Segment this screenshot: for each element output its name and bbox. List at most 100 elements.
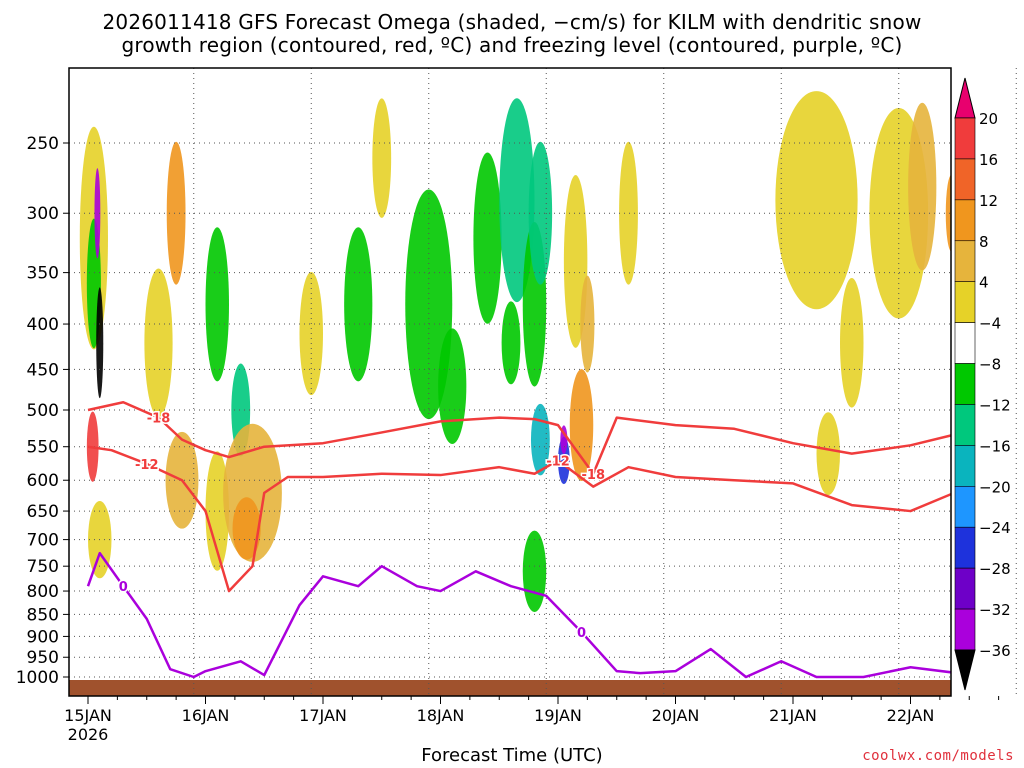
colorbar-bottom-arrow — [954, 649, 976, 691]
colorbar-label: 4 — [979, 274, 989, 292]
y-tick-label: 700 — [27, 531, 59, 551]
omega-region — [1003, 306, 1017, 380]
x-tick-label: 15JAN — [64, 706, 112, 725]
omega-region — [816, 412, 840, 496]
y-tick-label: 1000 — [16, 668, 59, 688]
omega-shading — [69, 73, 1017, 696]
contour-label: 0 — [577, 626, 586, 641]
omega-region — [908, 102, 937, 271]
omega-region — [969, 73, 1016, 299]
colorbar-swatch — [954, 240, 976, 282]
omega-region — [205, 451, 229, 571]
colorbar-label: 16 — [979, 151, 998, 169]
colorbar-label: −12 — [979, 396, 1011, 414]
y-tick-label: 750 — [27, 557, 59, 577]
colorbar-label: −32 — [979, 601, 1011, 619]
colorbar-swatch — [954, 486, 976, 528]
x-tick-label: 22JAN — [887, 706, 935, 725]
contour-label: -12 — [135, 458, 159, 473]
colorbar-swatch — [954, 608, 976, 651]
omega-region — [528, 141, 553, 285]
x-tick-label: 16JAN — [182, 706, 230, 725]
y-tick-label: 450 — [27, 360, 59, 380]
omega-region — [94, 168, 101, 259]
contours: -18 -18 -12 -12 0 0 — [86, 400, 951, 679]
colorbar-label: −4 — [979, 315, 1001, 333]
colorbar-swatch — [954, 117, 976, 160]
plot-frame — [68, 67, 952, 697]
colorbar-label: −20 — [979, 478, 1011, 496]
omega-region — [775, 91, 858, 310]
colorbar-swatch — [954, 363, 976, 405]
colorbar-swatch — [954, 404, 976, 446]
y-tick-label: 850 — [27, 605, 59, 625]
colorbar: 20 16 12 8 4 −4 −8 −12 −16 −20 −24 −28 −32 −36 — [954, 77, 1011, 691]
omega-region — [522, 530, 547, 612]
x-tick-label: 18JAN — [417, 706, 465, 725]
colorbar-label: −8 — [979, 356, 1001, 374]
omega-region — [344, 227, 373, 382]
omega-region — [569, 369, 594, 482]
colorbar-swatch — [954, 158, 976, 201]
x-axis-title: Forecast Time (UTC) — [421, 745, 603, 766]
y-tick-label: 800 — [27, 582, 59, 602]
omega-region — [144, 268, 173, 418]
colorbar-swatch — [954, 322, 976, 364]
x-tick-label: 20JAN — [652, 706, 700, 725]
contour-line — [87, 445, 951, 593]
omega-region — [473, 152, 502, 324]
colorbar-swatch — [954, 526, 976, 569]
chart-title-line-2: growth region (contoured, red, ºC) and f… — [121, 33, 903, 57]
x-tick-label: 21JAN — [769, 706, 817, 725]
chart-title-line-1: 2026011418 GFS Forecast Omega (shaded, −… — [102, 10, 922, 34]
colorbar-swatch — [954, 199, 976, 242]
y-tick-label: 250 — [27, 134, 59, 154]
ground-surface — [69, 680, 951, 696]
omega-region — [96, 287, 104, 399]
y-tick-label: 350 — [27, 264, 59, 284]
colorbar-label: −36 — [979, 642, 1011, 660]
x-axis: 15JAN 16JAN 17JAN 18JAN 19JAN 20JAN 21JAN 22JAN… — [64, 696, 1000, 744]
colorbar-label: −28 — [979, 560, 1011, 578]
contour-label: 0 — [119, 580, 128, 595]
omega-region — [619, 141, 638, 285]
omega-region — [501, 301, 521, 385]
y-tick-label: 500 — [27, 401, 59, 421]
colorbar-label: 12 — [979, 192, 998, 210]
omega-region — [438, 328, 467, 444]
contour-label: -18 — [582, 468, 606, 483]
contour-line — [87, 400, 951, 476]
contour-line — [86, 551, 951, 679]
y-tick-label: 550 — [27, 438, 59, 458]
x-tick-sublabel: 2026 — [68, 725, 109, 744]
y-tick-label: 300 — [27, 204, 59, 224]
colorbar-label: 20 — [979, 110, 998, 128]
y-tick-label: 400 — [27, 315, 59, 335]
y-tick-label: 900 — [27, 627, 59, 647]
colorbar-label: −16 — [979, 437, 1011, 455]
colorbar-swatch — [954, 445, 976, 487]
grid-lines — [69, 68, 1017, 696]
colorbar-top-arrow — [954, 77, 976, 119]
omega-region — [558, 436, 570, 485]
omega-region — [580, 275, 595, 373]
y-axis: 2503003504004505005506006507007508008509… — [16, 134, 69, 688]
credit-text: coolwx.com/models — [862, 748, 1014, 764]
contour-label: -12 — [546, 454, 570, 469]
omega-region — [205, 227, 229, 382]
omega-region — [372, 98, 392, 218]
y-tick-label: 650 — [27, 502, 59, 522]
contour-label: -18 — [147, 412, 171, 427]
omega-region — [945, 174, 951, 252]
omega-region — [166, 141, 186, 285]
omega-region — [840, 278, 864, 408]
colorbar-label: 8 — [979, 233, 989, 251]
y-tick-label: 600 — [27, 471, 59, 491]
colorbar-label: −24 — [979, 519, 1011, 537]
omega-region — [232, 497, 261, 560]
colorbar-swatch — [954, 567, 976, 610]
y-tick-label: 950 — [27, 648, 59, 668]
x-tick-label: 17JAN — [299, 706, 347, 725]
colorbar-swatch — [954, 281, 976, 323]
